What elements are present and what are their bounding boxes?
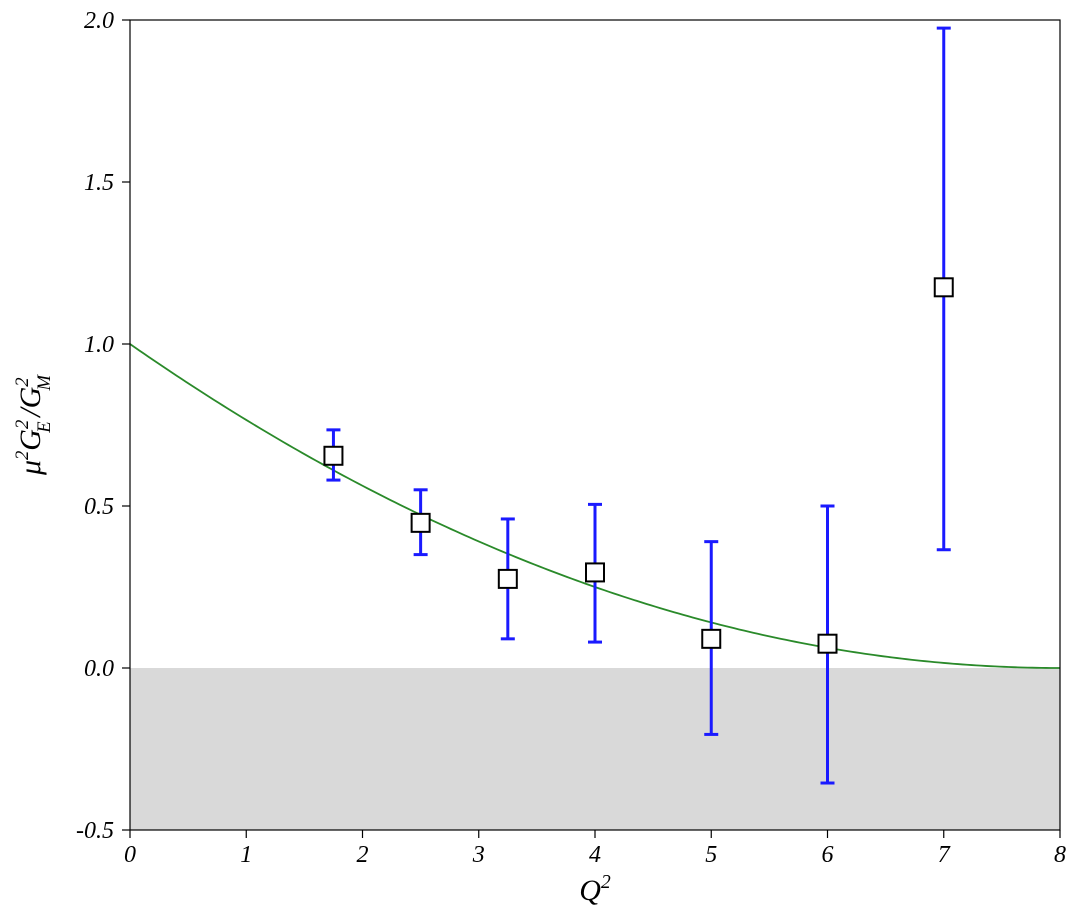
x-tick-label: 8 <box>1054 842 1066 868</box>
data-marker <box>702 630 720 648</box>
x-tick-label: 3 <box>472 842 485 868</box>
y-tick-label: 2.0 <box>84 8 114 34</box>
data-marker <box>412 514 430 532</box>
x-tick-label: 6 <box>822 842 834 868</box>
data-marker <box>499 570 517 588</box>
data-marker <box>935 278 953 296</box>
y-tick-label: 0.0 <box>84 656 114 682</box>
chart-svg: 012345678-0.50.00.51.01.52.0Q2μ2G2E/G2M <box>0 0 1090 921</box>
data-marker <box>819 635 837 653</box>
data-marker <box>324 447 342 465</box>
x-tick-label: 1 <box>240 842 252 868</box>
y-tick-label: 1.0 <box>84 332 114 358</box>
chart-container: 012345678-0.50.00.51.01.52.0Q2μ2G2E/G2M <box>0 0 1090 921</box>
y-tick-label: 0.5 <box>84 494 114 520</box>
x-tick-label: 0 <box>124 842 136 868</box>
data-marker <box>586 563 604 581</box>
x-tick-label: 2 <box>357 842 369 868</box>
x-tick-label: 5 <box>705 842 717 868</box>
x-tick-label: 7 <box>938 842 951 868</box>
y-tick-label: 1.5 <box>84 170 114 196</box>
shaded-region <box>130 668 1060 830</box>
y-tick-label: -0.5 <box>76 818 114 844</box>
x-tick-label: 4 <box>589 842 601 868</box>
